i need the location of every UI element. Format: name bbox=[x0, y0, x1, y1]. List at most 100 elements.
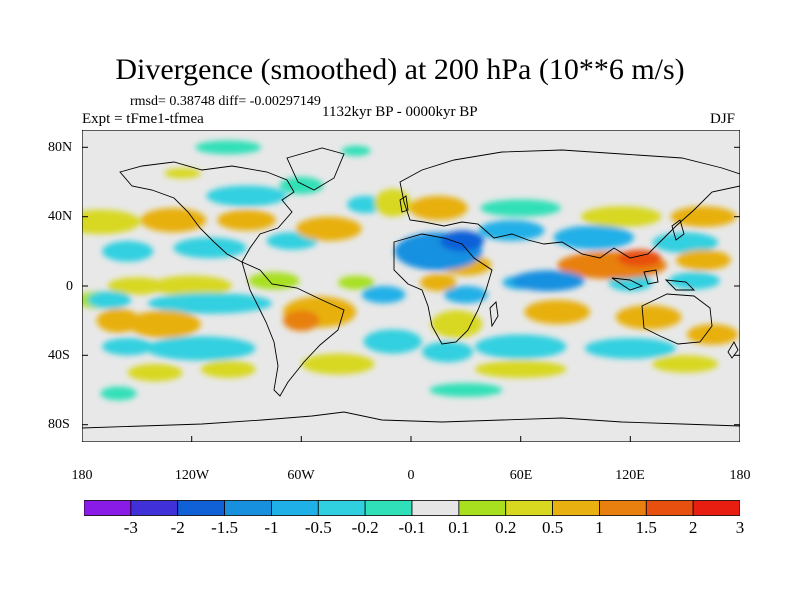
coastlines bbox=[82, 147, 740, 429]
divergence-region bbox=[420, 273, 457, 292]
divergence-region bbox=[478, 220, 545, 241]
divergence-region bbox=[217, 209, 276, 231]
divergence-region bbox=[248, 272, 300, 290]
colorbar bbox=[84, 500, 740, 516]
divergence-region bbox=[102, 240, 154, 262]
divergence-region bbox=[676, 249, 731, 271]
divergence-region bbox=[474, 360, 567, 378]
divergence-region bbox=[107, 277, 167, 295]
colorbar-swatch bbox=[645, 500, 694, 516]
colorbar-label: 0.5 bbox=[541, 518, 564, 537]
divergence-region bbox=[524, 299, 591, 325]
divergence-region bbox=[652, 232, 719, 254]
divergence-region bbox=[511, 270, 585, 292]
divergence-region bbox=[82, 209, 141, 234]
divergence-region bbox=[409, 195, 468, 221]
divergence-region bbox=[480, 199, 561, 217]
colorbar-label: -1 bbox=[264, 518, 279, 537]
divergence-region bbox=[421, 341, 474, 363]
divergence-region bbox=[100, 386, 137, 401]
colorbar-label: -0.2 bbox=[351, 518, 379, 537]
divergence-region bbox=[279, 176, 324, 195]
divergence-region bbox=[584, 338, 677, 359]
colorbar-swatch bbox=[458, 500, 507, 516]
divergence-region bbox=[301, 353, 375, 375]
colorbar-swatch bbox=[692, 500, 740, 516]
colorbar-label: -1.5 bbox=[211, 518, 239, 537]
divergence-region bbox=[195, 140, 262, 155]
divergence-region bbox=[200, 360, 256, 378]
divergence-region bbox=[668, 272, 720, 290]
lon-tick-label: 120E bbox=[615, 468, 645, 483]
divergence-region bbox=[553, 225, 634, 250]
colorbar-label: -3 bbox=[123, 518, 138, 537]
plot-title: Divergence (smoothed) at 200 hPa (10**6 … bbox=[115, 53, 685, 86]
divergence-region bbox=[440, 230, 485, 252]
lon-tick-label: 180 bbox=[729, 468, 751, 483]
divergence-region bbox=[431, 310, 483, 338]
divergence-region bbox=[87, 291, 132, 309]
colorbar-label: 2 bbox=[688, 518, 698, 537]
colorbar-swatch bbox=[599, 500, 647, 516]
colorbar-swatch bbox=[317, 500, 366, 516]
period-label: 1132kyr BP - 0000kyr BP bbox=[322, 104, 478, 120]
divergence-region bbox=[580, 206, 662, 228]
divergence-region bbox=[374, 188, 411, 217]
divergence-region bbox=[347, 195, 384, 214]
divergence-region bbox=[145, 336, 256, 361]
map-plot bbox=[82, 130, 740, 442]
colorbar-label: -0.1 bbox=[398, 518, 426, 537]
divergence-region bbox=[429, 383, 503, 397]
divergence-region bbox=[164, 168, 201, 179]
lon-tick-label: 0 bbox=[407, 468, 415, 483]
colorbar-swatch bbox=[130, 500, 179, 516]
lat-tick-label: 0 bbox=[66, 279, 73, 294]
colorbar-label: 1 bbox=[595, 518, 604, 537]
divergence-region bbox=[617, 249, 662, 267]
divergence-region bbox=[102, 338, 154, 356]
divergence-region bbox=[341, 145, 371, 156]
divergence-region bbox=[361, 286, 406, 304]
lat-tick-label: 80N bbox=[48, 140, 73, 155]
divergence-region bbox=[443, 286, 488, 304]
axis-ticks bbox=[82, 146, 740, 442]
lat-tick-label: 40N bbox=[48, 209, 73, 224]
colorbar-label: -2 bbox=[170, 518, 185, 537]
lon-tick-label: 60W bbox=[287, 468, 315, 483]
divergence-region bbox=[127, 310, 201, 338]
colorbar-swatch bbox=[271, 500, 319, 516]
season-label: DJF bbox=[710, 111, 736, 127]
divergence-field bbox=[82, 140, 739, 401]
lon-tick-label: 120W bbox=[174, 468, 210, 483]
colorbar-label: 1.5 bbox=[635, 518, 657, 537]
divergence-region bbox=[173, 237, 247, 259]
colorbar-swatch bbox=[224, 500, 272, 516]
colorbar-swatch bbox=[364, 500, 413, 516]
divergence-region bbox=[151, 275, 232, 297]
divergence-region bbox=[363, 329, 422, 354]
colorbar-label: 0.2 bbox=[495, 518, 517, 537]
divergence-region bbox=[127, 364, 183, 382]
lat-tick-label: 40S bbox=[48, 348, 70, 363]
divergence-region bbox=[283, 310, 320, 332]
divergence-region bbox=[652, 355, 719, 373]
colorbar-label: -0.5 bbox=[304, 518, 332, 537]
colorbar-swatch bbox=[84, 500, 132, 516]
colorbar-label: 0.1 bbox=[448, 518, 470, 537]
stats-line: rmsd= 0.38748 diff= -0.00297149 bbox=[130, 94, 321, 109]
colorbar-swatch bbox=[177, 500, 225, 516]
divergence-region bbox=[474, 334, 567, 359]
colorbar-swatch bbox=[552, 500, 600, 516]
divergence-region bbox=[670, 206, 737, 228]
divergence-region bbox=[295, 216, 362, 241]
lon-tick-label: 180 bbox=[71, 468, 93, 483]
divergence-region bbox=[615, 305, 682, 330]
colorbar-swatch bbox=[411, 500, 460, 516]
divergence-region bbox=[337, 275, 375, 290]
divergence-region bbox=[147, 292, 273, 314]
divergence-region bbox=[140, 208, 207, 233]
lon-tick-label: 60E bbox=[509, 468, 533, 483]
divergence-region bbox=[686, 324, 739, 345]
colorbar-label: 3 bbox=[735, 518, 745, 537]
divergence-region bbox=[206, 185, 287, 207]
